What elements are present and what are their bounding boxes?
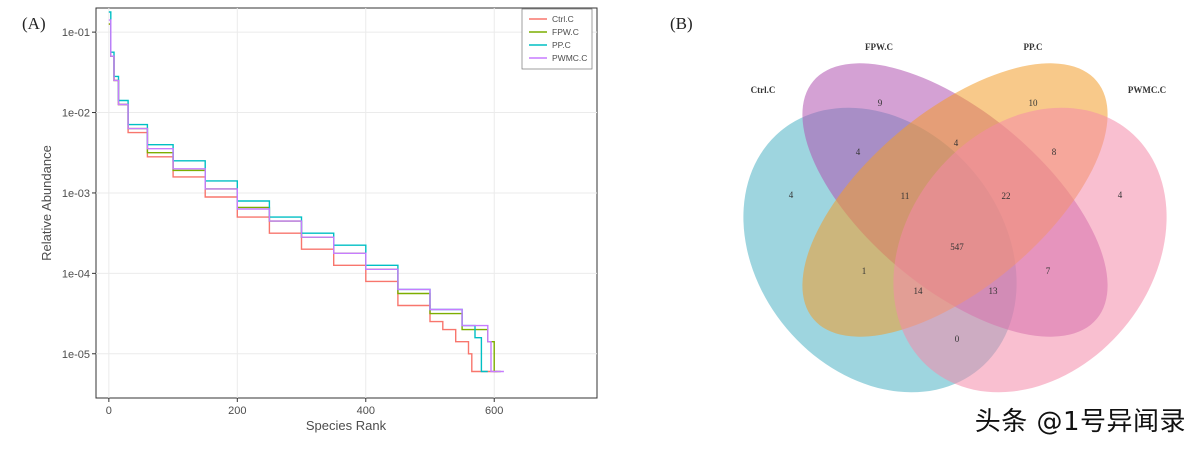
series-group xyxy=(108,11,504,373)
x-tick-label: 0 xyxy=(106,405,112,417)
series-line-fpw-c xyxy=(108,23,501,373)
venn-region-counts: 4 9 10 4 4 4 8 11 22 547 1 7 14 13 0 xyxy=(789,98,1123,344)
venn-set-label: PWMC.C xyxy=(1128,85,1166,95)
venn-count-pp-only: 10 xyxy=(1029,98,1039,108)
venn-count-ctrl-fpw-pp: 11 xyxy=(901,191,910,201)
y-tick-label: 1e-03 xyxy=(62,188,90,200)
y-tick-label: 1e-02 xyxy=(62,108,90,120)
panel-a-label: (A) xyxy=(22,14,46,33)
venn-set-label: FPW.C xyxy=(865,42,893,52)
legend-label: PP.C xyxy=(552,40,571,50)
venn-ellipse-pwmc-c xyxy=(893,107,1167,393)
legend-label: FPW.C xyxy=(552,27,579,37)
series-line-pp-c xyxy=(108,11,488,373)
venn-ellipse-fpw-c xyxy=(802,63,1108,337)
y-axis: 1e-01 1e-02 1e-03 1e-04 1e-05 xyxy=(62,27,96,361)
venn-ellipses xyxy=(743,63,1167,393)
venn-count-all: 547 xyxy=(950,242,964,252)
legend-label: PWMC.C xyxy=(552,53,587,63)
x-tick-label: 200 xyxy=(228,405,246,417)
y-tick-label: 1e-01 xyxy=(62,27,90,39)
y-axis-label: Relative Abundance xyxy=(39,145,54,261)
x-tick-label: 400 xyxy=(357,405,375,417)
legend-label: Ctrl.C xyxy=(552,14,574,24)
venn-set-label: Ctrl.C xyxy=(751,85,776,95)
x-axis-label: Species Rank xyxy=(306,418,387,433)
venn-count-ctrl-pwmc: 0 xyxy=(955,334,960,344)
y-tick-label: 1e-05 xyxy=(62,349,90,361)
venn-count-fpw-pp: 4 xyxy=(954,138,959,148)
rank-abundance-chart: 1e-01 1e-02 1e-03 1e-04 1e-05 0 200 400 600 Spe… xyxy=(39,7,598,433)
venn-count-fpw-pp-pwmc: 22 xyxy=(1002,191,1011,201)
venn-set-labels: Ctrl.C FPW.C PP.C PWMC.C xyxy=(751,42,1167,95)
grid xyxy=(96,8,597,398)
venn-count-ctrl-fpw-pwmc: 13 xyxy=(989,286,999,296)
venn-count-pwmc-only: 4 xyxy=(1118,190,1123,200)
plot-panel xyxy=(95,7,598,399)
venn-count-fpw-pwmc: 7 xyxy=(1046,266,1051,276)
x-tick-label: 600 xyxy=(485,405,503,417)
x-axis: 0 200 400 600 xyxy=(106,398,503,417)
venn-count-ctrl-only: 4 xyxy=(789,190,794,200)
watermark: 头条 @1号异闻录 xyxy=(974,407,1186,437)
legend: Ctrl.C FPW.C PP.C PWMC.C xyxy=(521,8,593,70)
y-tick-label: 1e-04 xyxy=(62,268,90,280)
venn-count-ctrl-fpw: 4 xyxy=(856,147,861,157)
venn-count-ctrl-pp-pwmc: 14 xyxy=(914,286,924,296)
venn-count-ctrl-pp: 1 xyxy=(862,266,867,276)
venn-count-fpw-only: 9 xyxy=(878,98,883,108)
venn-ellipse-ctrl-c xyxy=(743,107,1017,393)
venn-ellipse-pp-c xyxy=(802,63,1108,337)
series-line-pwmc-c xyxy=(108,19,504,373)
panel-b-label: (B) xyxy=(670,14,693,33)
venn-set-label: PP.C xyxy=(1024,42,1043,52)
venn-count-pp-pwmc: 8 xyxy=(1052,147,1057,157)
series-line-ctrl-c xyxy=(108,23,498,373)
